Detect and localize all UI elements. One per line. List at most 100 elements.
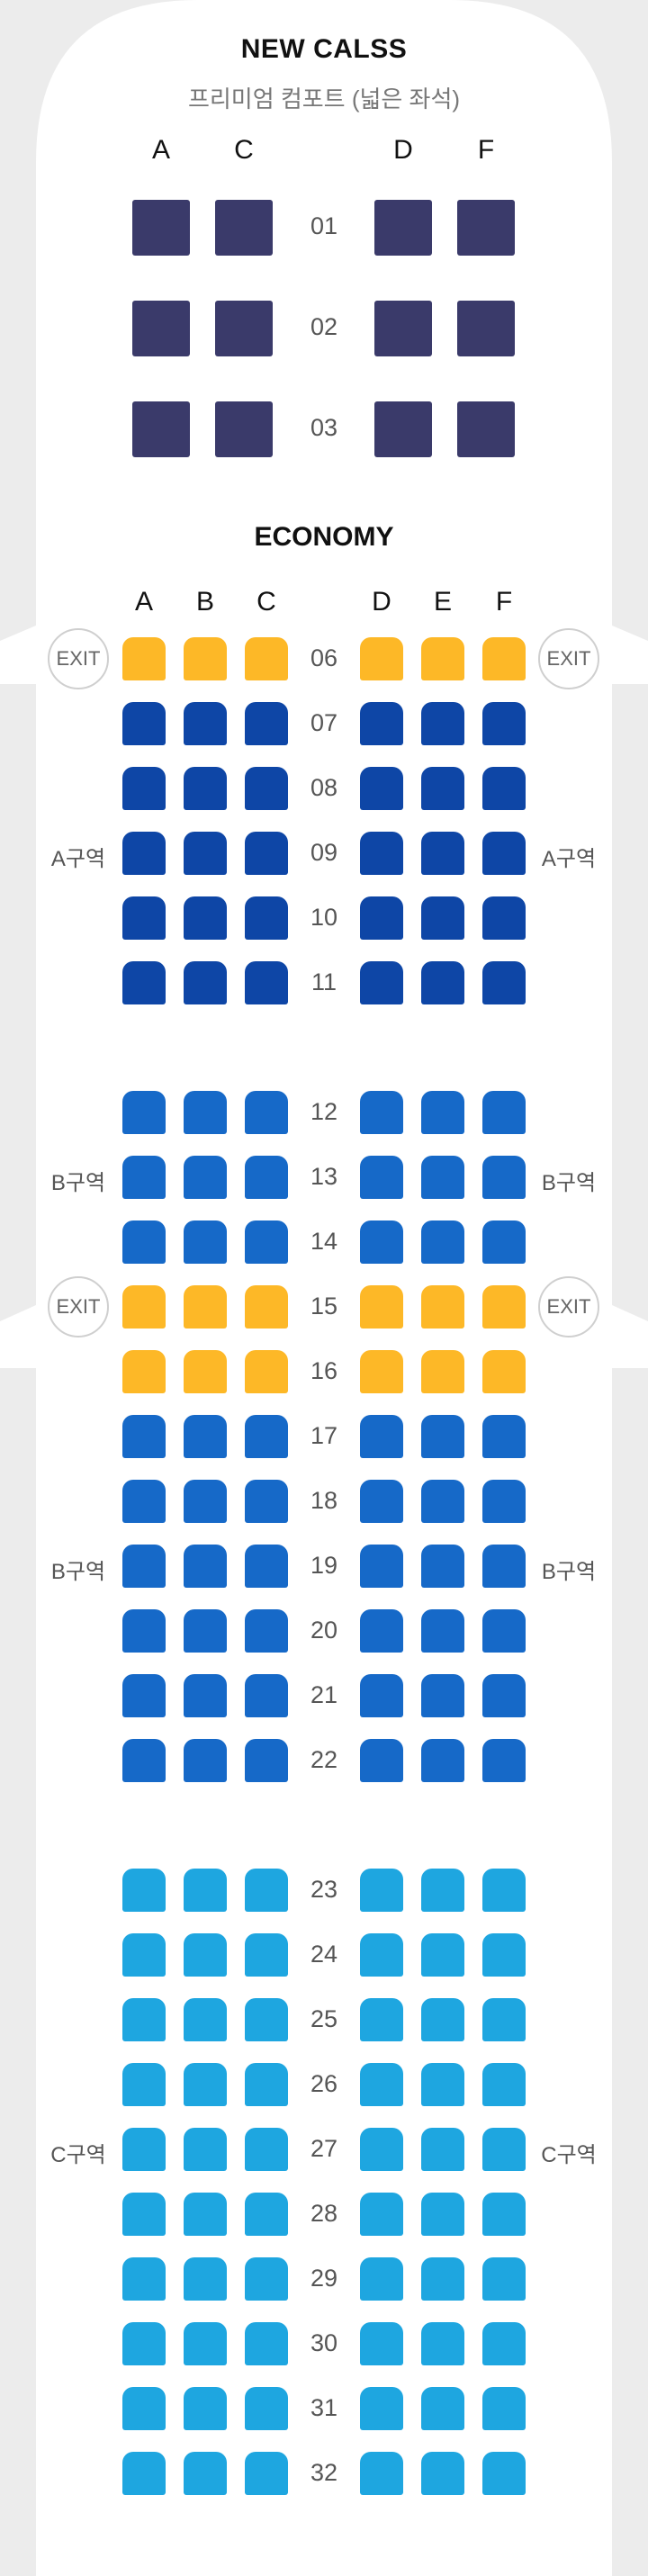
economy-seat-32F[interactable] (482, 2452, 526, 2495)
economy-seat-23A[interactable] (122, 1869, 166, 1912)
economy-seat-13D[interactable] (360, 1156, 403, 1199)
economy-seat-06C[interactable] (245, 637, 288, 680)
economy-seat-22D[interactable] (360, 1739, 403, 1782)
economy-seat-24C[interactable] (245, 1933, 288, 1977)
economy-seat-16E[interactable] (421, 1350, 464, 1393)
economy-seat-13C[interactable] (245, 1156, 288, 1199)
economy-seat-26B[interactable] (184, 2063, 227, 2106)
economy-seat-21F[interactable] (482, 1674, 526, 1717)
economy-seat-11A[interactable] (122, 961, 166, 1004)
economy-seat-24A[interactable] (122, 1933, 166, 1977)
economy-seat-08A[interactable] (122, 767, 166, 810)
economy-seat-16A[interactable] (122, 1350, 166, 1393)
economy-seat-30D[interactable] (360, 2322, 403, 2365)
economy-seat-06E[interactable] (421, 637, 464, 680)
economy-seat-08D[interactable] (360, 767, 403, 810)
economy-seat-27A[interactable] (122, 2128, 166, 2171)
economy-seat-10D[interactable] (360, 896, 403, 940)
economy-seat-12A[interactable] (122, 1091, 166, 1134)
economy-seat-32E[interactable] (421, 2452, 464, 2495)
economy-seat-25A[interactable] (122, 1998, 166, 2041)
economy-seat-20D[interactable] (360, 1609, 403, 1653)
economy-seat-24D[interactable] (360, 1933, 403, 1977)
economy-seat-14A[interactable] (122, 1220, 166, 1264)
economy-seat-30C[interactable] (245, 2322, 288, 2365)
economy-seat-13B[interactable] (184, 1156, 227, 1199)
economy-seat-20F[interactable] (482, 1609, 526, 1653)
economy-seat-30E[interactable] (421, 2322, 464, 2365)
economy-seat-27F[interactable] (482, 2128, 526, 2171)
premium-seat-01F[interactable] (457, 200, 515, 256)
premium-seat-01D[interactable] (374, 200, 432, 256)
economy-seat-26D[interactable] (360, 2063, 403, 2106)
economy-seat-15B[interactable] (184, 1285, 227, 1329)
economy-seat-12B[interactable] (184, 1091, 227, 1134)
economy-seat-29E[interactable] (421, 2257, 464, 2301)
economy-seat-32A[interactable] (122, 2452, 166, 2495)
economy-seat-21D[interactable] (360, 1674, 403, 1717)
economy-seat-07E[interactable] (421, 702, 464, 745)
economy-seat-09B[interactable] (184, 832, 227, 875)
economy-seat-09E[interactable] (421, 832, 464, 875)
economy-seat-18B[interactable] (184, 1480, 227, 1523)
economy-seat-15D[interactable] (360, 1285, 403, 1329)
economy-seat-28A[interactable] (122, 2193, 166, 2236)
economy-seat-16C[interactable] (245, 1350, 288, 1393)
economy-seat-11C[interactable] (245, 961, 288, 1004)
economy-seat-25D[interactable] (360, 1998, 403, 2041)
economy-seat-19A[interactable] (122, 1545, 166, 1588)
economy-seat-22F[interactable] (482, 1739, 526, 1782)
economy-seat-20B[interactable] (184, 1609, 227, 1653)
economy-seat-25E[interactable] (421, 1998, 464, 2041)
economy-seat-32B[interactable] (184, 2452, 227, 2495)
premium-seat-03D[interactable] (374, 401, 432, 457)
economy-seat-23F[interactable] (482, 1869, 526, 1912)
economy-seat-17F[interactable] (482, 1415, 526, 1458)
economy-seat-21B[interactable] (184, 1674, 227, 1717)
premium-seat-03A[interactable] (132, 401, 190, 457)
economy-seat-12F[interactable] (482, 1091, 526, 1134)
economy-seat-09C[interactable] (245, 832, 288, 875)
economy-seat-25F[interactable] (482, 1998, 526, 2041)
economy-seat-07C[interactable] (245, 702, 288, 745)
economy-seat-23B[interactable] (184, 1869, 227, 1912)
economy-seat-18C[interactable] (245, 1480, 288, 1523)
economy-seat-28B[interactable] (184, 2193, 227, 2236)
economy-seat-29B[interactable] (184, 2257, 227, 2301)
premium-seat-02C[interactable] (215, 301, 273, 356)
economy-seat-30F[interactable] (482, 2322, 526, 2365)
economy-seat-29D[interactable] (360, 2257, 403, 2301)
economy-seat-32C[interactable] (245, 2452, 288, 2495)
economy-seat-32D[interactable] (360, 2452, 403, 2495)
economy-seat-31D[interactable] (360, 2387, 403, 2430)
economy-seat-07D[interactable] (360, 702, 403, 745)
economy-seat-15E[interactable] (421, 1285, 464, 1329)
economy-seat-14B[interactable] (184, 1220, 227, 1264)
premium-seat-03F[interactable] (457, 401, 515, 457)
economy-seat-24E[interactable] (421, 1933, 464, 1977)
economy-seat-28F[interactable] (482, 2193, 526, 2236)
economy-seat-22B[interactable] (184, 1739, 227, 1782)
economy-seat-09F[interactable] (482, 832, 526, 875)
economy-seat-18D[interactable] (360, 1480, 403, 1523)
economy-seat-14C[interactable] (245, 1220, 288, 1264)
economy-seat-18F[interactable] (482, 1480, 526, 1523)
economy-seat-31C[interactable] (245, 2387, 288, 2430)
economy-seat-13F[interactable] (482, 1156, 526, 1199)
economy-seat-19E[interactable] (421, 1545, 464, 1588)
economy-seat-06D[interactable] (360, 637, 403, 680)
premium-seat-02F[interactable] (457, 301, 515, 356)
economy-seat-19F[interactable] (482, 1545, 526, 1588)
economy-seat-18E[interactable] (421, 1480, 464, 1523)
economy-seat-08E[interactable] (421, 767, 464, 810)
economy-seat-07A[interactable] (122, 702, 166, 745)
economy-seat-21E[interactable] (421, 1674, 464, 1717)
economy-seat-10C[interactable] (245, 896, 288, 940)
economy-seat-17A[interactable] (122, 1415, 166, 1458)
economy-seat-08B[interactable] (184, 767, 227, 810)
economy-seat-23E[interactable] (421, 1869, 464, 1912)
premium-seat-03C[interactable] (215, 401, 273, 457)
economy-seat-15F[interactable] (482, 1285, 526, 1329)
premium-seat-01C[interactable] (215, 200, 273, 256)
economy-seat-16D[interactable] (360, 1350, 403, 1393)
